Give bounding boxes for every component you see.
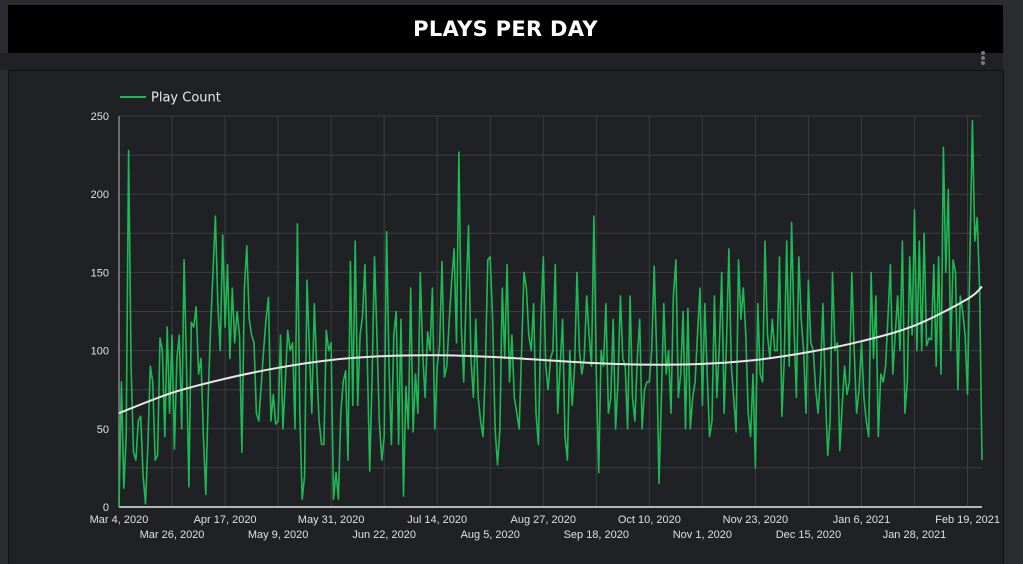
x-tick-label: Jan 28, 2021 bbox=[883, 529, 947, 541]
y-tick-label: 0 bbox=[103, 502, 109, 514]
x-tick-label: Sep 18, 2020 bbox=[564, 529, 629, 541]
x-tick-label: Feb 19, 2021 bbox=[935, 514, 1000, 526]
x-tick-label: Oct 10, 2020 bbox=[618, 514, 681, 526]
x-tick-label: Nov 23, 2020 bbox=[723, 514, 788, 526]
x-tick-label: May 31, 2020 bbox=[298, 514, 365, 526]
x-tick-label: Jan 6, 2021 bbox=[833, 514, 891, 526]
x-tick-label: Apr 17, 2020 bbox=[194, 514, 257, 526]
play-count-line bbox=[118, 119, 983, 508]
x-tick-label: Aug 27, 2020 bbox=[511, 514, 576, 526]
y-tick-label: 250 bbox=[91, 111, 109, 123]
y-tick-label: 200 bbox=[91, 189, 109, 201]
x-tick-label: Jun 22, 2020 bbox=[352, 529, 416, 541]
trend-line bbox=[118, 285, 983, 415]
x-tick-label: Jul 14, 2020 bbox=[407, 514, 467, 526]
header-gap bbox=[0, 53, 1003, 70]
x-tick-label: Dec 15, 2020 bbox=[776, 529, 841, 541]
legend-label: Play Count bbox=[151, 91, 221, 106]
y-tick-label: 100 bbox=[91, 346, 109, 358]
x-tick-label: Mar 4, 2020 bbox=[90, 514, 149, 526]
x-tick-label: May 9, 2020 bbox=[248, 529, 309, 541]
kebab-menu-icon[interactable] bbox=[980, 51, 986, 65]
legend[interactable]: Play Count bbox=[120, 91, 221, 106]
title-bar: PLAYS PER DAY bbox=[8, 5, 1003, 53]
x-tick-label: Nov 1, 2020 bbox=[673, 529, 732, 541]
y-tick-label: 50 bbox=[97, 424, 109, 436]
y-tick-label: 150 bbox=[91, 267, 109, 279]
x-tick-label: Aug 5, 2020 bbox=[461, 529, 520, 541]
x-tick-label: Mar 26, 2020 bbox=[140, 529, 205, 541]
page-title: PLAYS PER DAY bbox=[413, 17, 598, 41]
